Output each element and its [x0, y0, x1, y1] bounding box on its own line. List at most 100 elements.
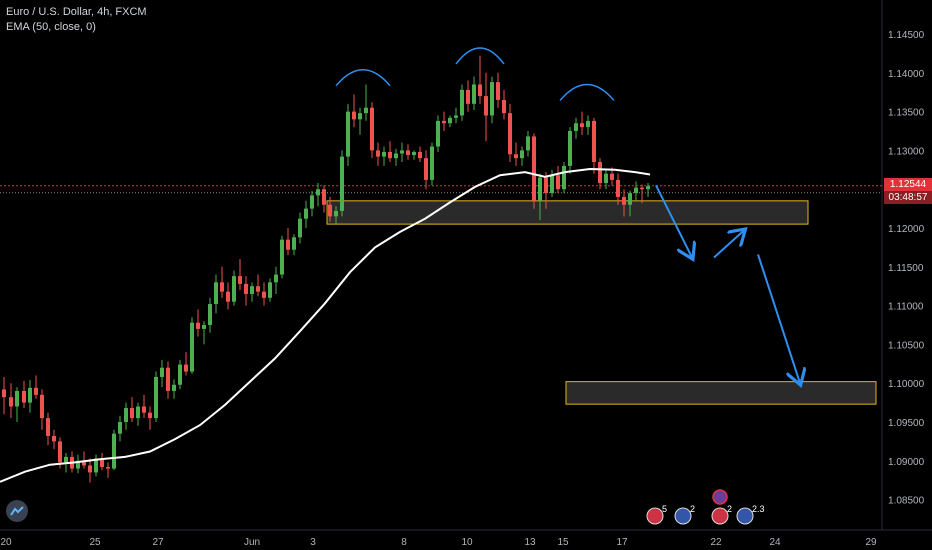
- candle-up: [364, 107, 368, 114]
- y-tick-label: 1.12000: [888, 224, 925, 235]
- event-flag-ch[interactable]: 2: [711, 504, 732, 525]
- candle-up: [382, 151, 386, 157]
- candle-up: [76, 460, 80, 469]
- candle-down: [22, 390, 26, 403]
- candle-up: [568, 131, 572, 166]
- left-shoulder-arc: [335, 69, 391, 87]
- candle-up: [490, 82, 494, 116]
- candle-up: [346, 111, 350, 157]
- candle-up: [118, 422, 122, 434]
- candle-up: [316, 189, 320, 196]
- event-flag-eu[interactable]: 2: [674, 504, 695, 525]
- x-tick-label: 20: [0, 537, 12, 548]
- candle-up: [304, 208, 308, 219]
- candle-up: [430, 146, 434, 180]
- y-tick-label: 1.11500: [888, 263, 924, 274]
- x-tick-label: 17: [616, 537, 628, 548]
- candle-down: [286, 239, 290, 250]
- right-shoulder-arc: [559, 83, 615, 101]
- candle-down: [406, 150, 410, 156]
- candle-up: [436, 120, 440, 147]
- y-tick-label: 1.11000: [888, 302, 924, 313]
- candle-down: [142, 406, 146, 413]
- candle-up: [298, 218, 302, 238]
- y-tick-label: 1.10000: [888, 379, 925, 390]
- candle-up: [232, 276, 236, 302]
- candle-down: [580, 123, 584, 128]
- candle-down: [514, 154, 518, 159]
- support-zone-upper: [326, 200, 809, 225]
- candle-up: [586, 120, 590, 128]
- candle-up: [628, 193, 632, 205]
- candle-up: [64, 456, 68, 463]
- candle-down: [424, 158, 428, 180]
- candle-down: [442, 120, 446, 124]
- candle-down: [40, 394, 44, 419]
- candle-down: [616, 179, 620, 197]
- candle-up: [280, 239, 284, 275]
- candle-down: [328, 204, 332, 217]
- candle-down: [484, 96, 488, 116]
- candle-down: [544, 177, 548, 194]
- candle-down: [196, 322, 200, 329]
- candle-up: [15, 390, 19, 407]
- candle-down: [622, 196, 626, 205]
- candle-up: [574, 123, 578, 131]
- candle-up: [154, 376, 158, 419]
- candle-down: [532, 136, 536, 201]
- candle-down: [592, 120, 596, 163]
- candle-up: [334, 210, 338, 217]
- event-flag-us[interactable]: 5: [646, 504, 667, 525]
- x-tick-label: 10: [461, 537, 473, 548]
- event-flag-count: 2: [690, 504, 695, 514]
- candle-up: [274, 274, 278, 283]
- ema-line: [0, 167, 651, 483]
- event-flag-count: 2: [727, 504, 732, 514]
- candle-up: [268, 282, 272, 298]
- candle-up: [250, 286, 254, 294]
- x-tick-label: Jun: [244, 537, 260, 548]
- candle-down: [376, 150, 380, 157]
- tradingview-logo-icon[interactable]: [6, 500, 28, 522]
- x-tick-label: 25: [89, 537, 101, 548]
- x-tick-label: 22: [710, 537, 722, 548]
- candle-up: [460, 89, 464, 116]
- y-tick-label: 1.09500: [888, 418, 925, 429]
- candle-up: [394, 153, 398, 159]
- candle-up: [538, 177, 542, 201]
- chart-legend: Euro / U.S. Dollar, 4h, FXCM EMA (50, cl…: [6, 5, 147, 35]
- candle-up: [604, 173, 608, 183]
- candle-up: [112, 433, 116, 469]
- candle-down: [184, 364, 188, 372]
- candle-down: [370, 107, 374, 151]
- candle-up: [292, 237, 296, 250]
- candle-down: [226, 291, 230, 302]
- candle-up: [400, 150, 404, 154]
- arrow-down-2: [757, 254, 800, 383]
- candle-down: [238, 276, 242, 284]
- candle-up: [412, 151, 416, 156]
- candle-down: [52, 435, 56, 442]
- current-price-tag: 1.12544: [884, 178, 932, 191]
- candle-down: [130, 408, 134, 419]
- candle-up: [526, 136, 530, 151]
- candle-up: [646, 186, 650, 190]
- indicator-label[interactable]: EMA (50, close, 0): [6, 21, 96, 33]
- x-tick-label: 3: [310, 537, 316, 548]
- candle-down: [106, 467, 110, 469]
- y-tick-label: 1.13000: [888, 146, 925, 157]
- candle-up: [448, 117, 452, 124]
- candle-up: [190, 322, 194, 372]
- x-tick-label: 27: [152, 537, 164, 548]
- symbol-title[interactable]: Euro / U.S. Dollar, 4h, FXCM: [6, 6, 147, 18]
- candle-down: [9, 397, 13, 407]
- candle-down: [88, 465, 92, 473]
- y-tick-label: 1.14500: [888, 30, 925, 41]
- event-marker-upper: [712, 489, 728, 505]
- target-zone-lower: [565, 381, 877, 405]
- event-flag-eu-2[interactable]: 2.3: [736, 504, 765, 525]
- candle-down: [352, 111, 356, 120]
- candle-up: [472, 84, 476, 104]
- candle-down: [610, 173, 614, 180]
